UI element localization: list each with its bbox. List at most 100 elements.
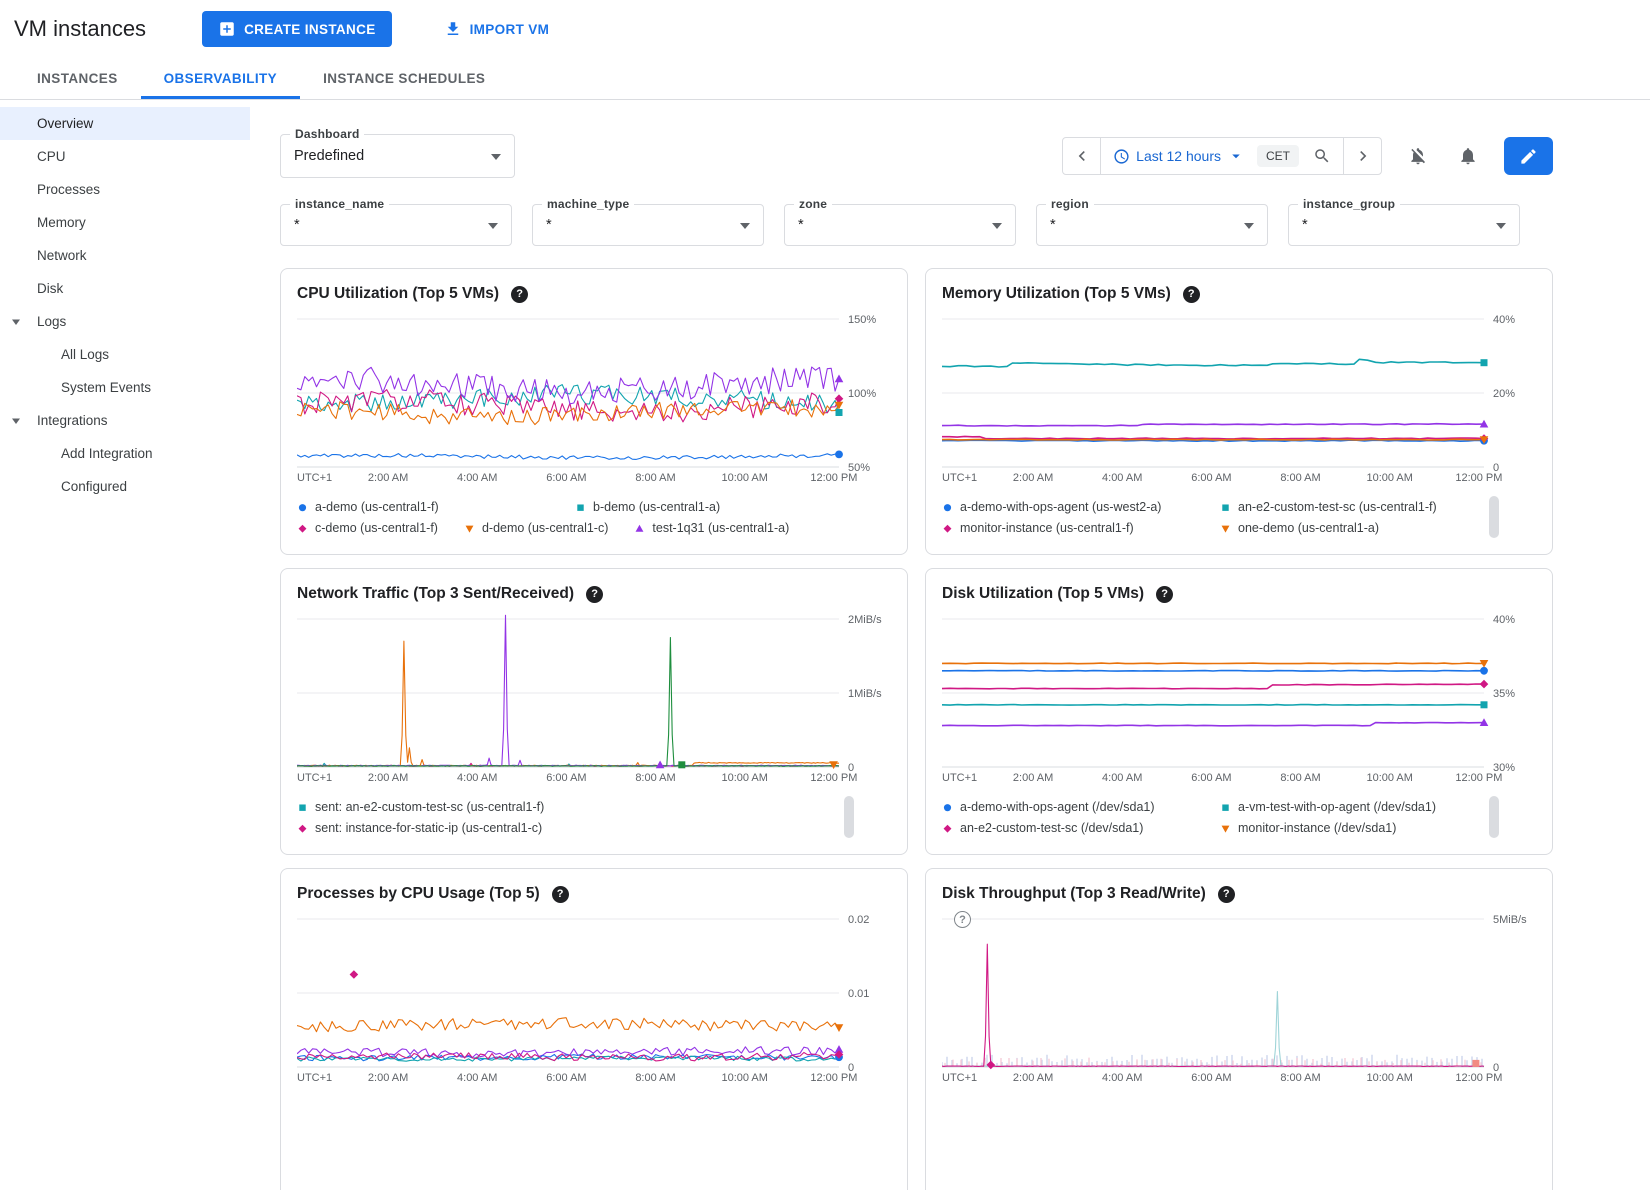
import-vm-button[interactable]: IMPORT VM bbox=[434, 11, 560, 47]
legend-item[interactable]: a-vm-test-with-op-agent (/dev/sda1) bbox=[1220, 800, 1436, 814]
svg-text:4:00 AM: 4:00 AM bbox=[457, 1072, 497, 1084]
sidebar-item-label: Overview bbox=[37, 116, 94, 131]
svg-text:8:00 AM: 8:00 AM bbox=[635, 772, 675, 784]
legend-scrollbar[interactable] bbox=[844, 796, 854, 838]
tab-instance-schedules[interactable]: INSTANCE SCHEDULES bbox=[323, 71, 486, 86]
tab-instances[interactable]: INSTANCES bbox=[37, 71, 118, 86]
svg-text:6:00 AM: 6:00 AM bbox=[1191, 772, 1231, 784]
chart-legend: sent: an-e2-custom-test-sc (us-central1-… bbox=[297, 800, 891, 835]
svg-text:0: 0 bbox=[1493, 462, 1499, 474]
sidebar-item-label: CPU bbox=[37, 149, 66, 164]
legend-item[interactable]: test-1q31 (us-central1-a) bbox=[634, 521, 789, 535]
sidebar-item-memory[interactable]: Memory bbox=[0, 206, 250, 239]
sidebar-item-label: Network bbox=[37, 248, 87, 263]
zoom-icon[interactable] bbox=[1313, 147, 1331, 165]
help-icon[interactable]: ? bbox=[1156, 585, 1174, 603]
svg-text:6:00 AM: 6:00 AM bbox=[546, 772, 586, 784]
svg-text:2:00 AM: 2:00 AM bbox=[1013, 1072, 1053, 1084]
legend-item[interactable]: an-e2-custom-test-sc (/dev/sda1) bbox=[942, 821, 1194, 835]
timezone-badge[interactable]: CET bbox=[1257, 145, 1299, 167]
sidebar-item-disk[interactable]: Disk bbox=[0, 272, 250, 305]
sidebar-item-all-logs[interactable]: All Logs bbox=[0, 338, 250, 371]
legend-marker-diamond bbox=[943, 824, 952, 833]
sidebar-item-add-integration[interactable]: Add Integration bbox=[0, 437, 250, 470]
time-back-button[interactable] bbox=[1063, 138, 1100, 174]
chart-card-header: CPU Utilization (Top 5 VMs)? bbox=[297, 283, 891, 305]
sidebar-item-processes[interactable]: Processes bbox=[0, 173, 250, 206]
help-icon[interactable]: ? bbox=[1217, 885, 1235, 903]
legend-label: monitor-instance (/dev/sda1) bbox=[1238, 821, 1397, 835]
svg-text:10:00 AM: 10:00 AM bbox=[721, 472, 767, 484]
filter-bar: instance_name * machine_type * zone * region * i… bbox=[280, 197, 1650, 246]
legend-item[interactable]: monitor-instance (/dev/sda1) bbox=[1220, 821, 1396, 835]
legend-scrollbar[interactable] bbox=[1489, 796, 1499, 838]
create-instance-label: CREATE INSTANCE bbox=[244, 21, 376, 37]
svg-text:6:00 AM: 6:00 AM bbox=[546, 1072, 586, 1084]
legend-item[interactable]: an-e2-custom-test-sc (us-central1-f) bbox=[1220, 500, 1437, 514]
help-icon[interactable]: ? bbox=[511, 285, 529, 303]
filter-value: * bbox=[546, 217, 552, 233]
create-instance-button[interactable]: CREATE INSTANCE bbox=[202, 11, 392, 47]
svg-text:UTC+1: UTC+1 bbox=[297, 472, 332, 484]
edit-dashboard-button[interactable] bbox=[1504, 137, 1553, 175]
legend-item[interactable]: sent: instance-for-static-ip (us-central… bbox=[297, 821, 542, 835]
svg-text:4:00 AM: 4:00 AM bbox=[457, 772, 497, 784]
inline-help-icon[interactable]: ? bbox=[954, 911, 971, 928]
legend-row: a-demo-with-ops-agent (/dev/sda1) a-vm-te… bbox=[942, 800, 1536, 814]
legend-item[interactable]: c-demo (us-central1-f) bbox=[297, 521, 438, 535]
help-icon[interactable]: ? bbox=[1182, 285, 1200, 303]
sidebar-item-label: Configured bbox=[61, 479, 128, 494]
svg-text:UTC+1: UTC+1 bbox=[942, 472, 977, 484]
legend-item[interactable]: a-demo-with-ops-agent (/dev/sda1) bbox=[942, 800, 1194, 814]
sidebar-item-label: All Logs bbox=[61, 347, 110, 362]
legend-item[interactable]: monitor-instance (us-central1-f) bbox=[942, 521, 1194, 535]
legend-item[interactable]: b-demo (us-central1-a) bbox=[575, 500, 720, 514]
filter-zone[interactable]: zone * bbox=[784, 197, 1016, 246]
legend-label: c-demo (us-central1-f) bbox=[315, 521, 438, 535]
legend-item[interactable]: d-demo (us-central1-c) bbox=[464, 521, 608, 535]
svg-text:6:00 AM: 6:00 AM bbox=[1191, 1072, 1231, 1084]
alerts-muted-button[interactable] bbox=[1404, 142, 1432, 170]
sidebar-item-network[interactable]: Network bbox=[0, 239, 250, 272]
sidebar-item-logs[interactable]: Logs bbox=[0, 305, 250, 338]
svg-text:UTC+1: UTC+1 bbox=[297, 772, 332, 784]
legend-marker-diamond bbox=[298, 524, 307, 533]
sidebar-item-overview[interactable]: Overview bbox=[0, 107, 250, 140]
help-icon[interactable]: ? bbox=[586, 585, 604, 603]
sidebar-item-system-events[interactable]: System Events bbox=[0, 371, 250, 404]
legend-label: sent: instance-for-static-ip (us-central… bbox=[315, 821, 543, 835]
filter-machine-type[interactable]: machine_type * bbox=[532, 197, 764, 246]
legend-item[interactable]: sent: an-e2-custom-test-sc (us-central1-… bbox=[297, 800, 544, 814]
dashboard-select[interactable]: Dashboard Predefined bbox=[280, 127, 515, 178]
notifications-button[interactable] bbox=[1454, 142, 1482, 170]
filter-instance-group[interactable]: instance_group * bbox=[1288, 197, 1520, 246]
chart-plot: 0.02 0.01 0 UTC+1 2:00 AM 4:00 AM 6:00 AM 8:00 … bbox=[296, 909, 891, 1092]
tab-observability[interactable]: OBSERVABILITY bbox=[141, 58, 300, 99]
svg-text:40%: 40% bbox=[1493, 314, 1515, 326]
chevron-down-icon bbox=[488, 223, 498, 229]
sidebar-item-integrations[interactable]: Integrations bbox=[0, 404, 250, 437]
time-range-selector[interactable]: Last 12 hours CET bbox=[1100, 138, 1344, 174]
legend-item[interactable]: one-demo (us-central1-a) bbox=[1220, 521, 1379, 535]
filter-instance-name[interactable]: instance_name * bbox=[280, 197, 512, 246]
svg-text:8:00 AM: 8:00 AM bbox=[1280, 472, 1320, 484]
expand-caret-icon[interactable] bbox=[11, 416, 21, 426]
filter-label: instance_group bbox=[1298, 197, 1401, 211]
legend-scrollbar[interactable] bbox=[1489, 496, 1499, 538]
sidebar-item-configured[interactable]: Configured bbox=[0, 470, 250, 503]
sidebar: Overview CPU Processes Memory Network Disk Log… bbox=[0, 100, 250, 503]
filter-value: * bbox=[798, 217, 804, 233]
help-icon[interactable]: ? bbox=[551, 885, 569, 903]
sidebar-item-cpu[interactable]: CPU bbox=[0, 140, 250, 173]
filter-region[interactable]: region * bbox=[1036, 197, 1268, 246]
time-forward-button[interactable] bbox=[1344, 138, 1381, 174]
svg-text:UTC+1: UTC+1 bbox=[942, 772, 977, 784]
toolbar-right: Last 12 hours CET bbox=[1062, 137, 1553, 175]
expand-caret-icon[interactable] bbox=[11, 317, 21, 327]
download-icon bbox=[447, 22, 458, 35]
dashboard-select-value: Predefined bbox=[294, 148, 365, 164]
legend-marker-triangle-up bbox=[635, 524, 644, 532]
legend-item[interactable]: a-demo-with-ops-agent (us-west2-a) bbox=[942, 500, 1194, 514]
page-title: VM instances bbox=[14, 16, 147, 41]
legend-item[interactable]: a-demo (us-central1-f) bbox=[297, 500, 549, 514]
